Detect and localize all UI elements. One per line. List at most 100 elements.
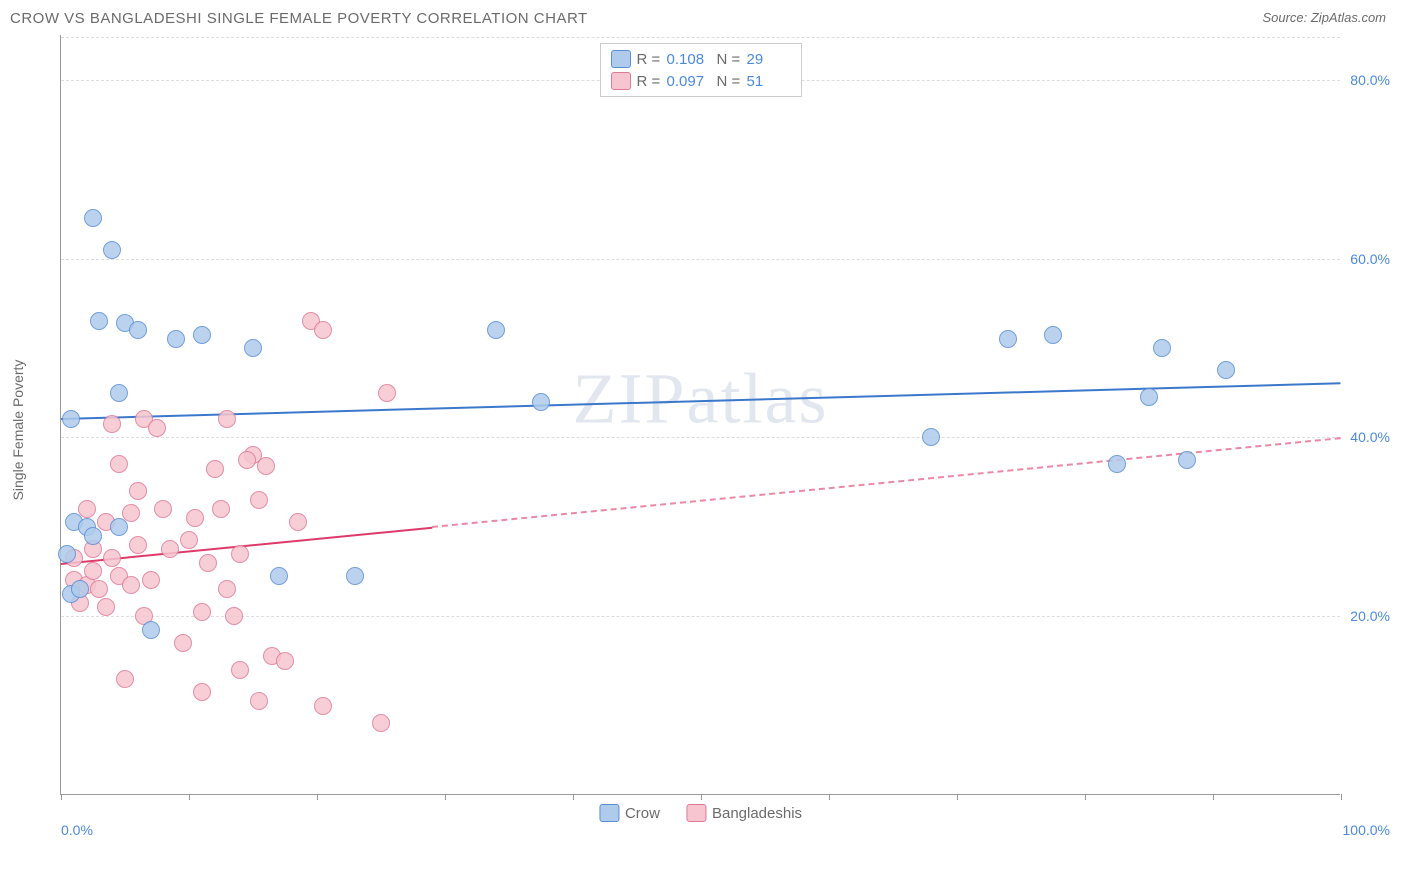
data-point bbox=[116, 670, 134, 688]
data-point bbox=[1108, 455, 1126, 473]
data-point bbox=[231, 661, 249, 679]
legend-series: Crow Bangladeshis bbox=[599, 804, 802, 822]
legend-row-bangladeshis: R = 0.097 N = 51 bbox=[611, 70, 791, 92]
legend-stats: R = 0.108 N = 29 R = 0.097 N = 51 bbox=[600, 43, 802, 97]
data-point bbox=[174, 634, 192, 652]
data-point bbox=[129, 536, 147, 554]
watermark-zip: ZIP bbox=[573, 359, 687, 439]
data-point bbox=[103, 241, 121, 259]
legend-item-crow: Crow bbox=[599, 804, 660, 822]
gridline-top bbox=[61, 37, 1340, 38]
data-point bbox=[238, 451, 256, 469]
data-point bbox=[148, 419, 166, 437]
y-tick-label: 60.0% bbox=[1345, 251, 1390, 267]
data-point bbox=[218, 410, 236, 428]
legend-n-label: N = bbox=[717, 51, 741, 68]
data-point bbox=[314, 697, 332, 715]
data-point bbox=[71, 580, 89, 598]
data-point bbox=[276, 652, 294, 670]
data-point bbox=[110, 455, 128, 473]
swatch-crow-bottom bbox=[599, 804, 619, 822]
data-point bbox=[922, 428, 940, 446]
x-tick bbox=[1085, 794, 1086, 800]
legend-r-label: R = bbox=[637, 51, 661, 68]
data-point bbox=[103, 415, 121, 433]
x-tick bbox=[701, 794, 702, 800]
data-point bbox=[314, 321, 332, 339]
gridline bbox=[61, 437, 1340, 438]
x-tick bbox=[61, 794, 62, 800]
x-tick bbox=[829, 794, 830, 800]
data-point bbox=[532, 393, 550, 411]
data-point bbox=[97, 598, 115, 616]
x-label-min: 0.0% bbox=[61, 822, 93, 838]
y-tick-label: 80.0% bbox=[1345, 72, 1390, 88]
legend-crow-label: Crow bbox=[625, 805, 660, 822]
data-point bbox=[1044, 326, 1062, 344]
plot-area: ZIPatlas R = 0.108 N = 29 R = 0.097 N = … bbox=[60, 35, 1340, 795]
data-point bbox=[110, 384, 128, 402]
data-point bbox=[142, 621, 160, 639]
x-tick bbox=[1213, 794, 1214, 800]
data-point bbox=[58, 545, 76, 563]
x-tick bbox=[189, 794, 190, 800]
legend-item-bangladeshis: Bangladeshis bbox=[686, 804, 802, 822]
data-point bbox=[154, 500, 172, 518]
data-point bbox=[103, 549, 121, 567]
data-point bbox=[1153, 339, 1171, 357]
data-point bbox=[167, 330, 185, 348]
data-point bbox=[218, 580, 236, 598]
data-point bbox=[122, 576, 140, 594]
x-tick bbox=[573, 794, 574, 800]
chart-title: CROW VS BANGLADESHI SINGLE FEMALE POVERT… bbox=[10, 10, 1396, 27]
data-point bbox=[110, 518, 128, 536]
x-tick bbox=[317, 794, 318, 800]
data-point bbox=[84, 562, 102, 580]
y-axis-title: Single Female Poverty bbox=[10, 360, 26, 501]
data-point bbox=[84, 527, 102, 545]
data-point bbox=[231, 545, 249, 563]
legend-bang-label: Bangladeshis bbox=[712, 805, 802, 822]
data-point bbox=[225, 607, 243, 625]
data-point bbox=[193, 603, 211, 621]
legend-crow-r: 0.108 bbox=[667, 51, 711, 68]
trend-line bbox=[432, 437, 1341, 528]
gridline bbox=[61, 616, 1340, 617]
legend-row-crow: R = 0.108 N = 29 bbox=[611, 48, 791, 70]
data-point bbox=[372, 714, 390, 732]
data-point bbox=[193, 683, 211, 701]
data-point bbox=[161, 540, 179, 558]
data-point bbox=[999, 330, 1017, 348]
data-point bbox=[487, 321, 505, 339]
legend-r-label-2: R = bbox=[637, 73, 661, 90]
x-tick bbox=[445, 794, 446, 800]
data-point bbox=[257, 457, 275, 475]
swatch-crow bbox=[611, 50, 631, 68]
data-point bbox=[62, 410, 80, 428]
data-point bbox=[90, 312, 108, 330]
data-point bbox=[289, 513, 307, 531]
data-point bbox=[129, 321, 147, 339]
data-point bbox=[270, 567, 288, 585]
swatch-bangladeshis bbox=[611, 72, 631, 90]
swatch-bangladeshis-bottom bbox=[686, 804, 706, 822]
legend-crow-n: 29 bbox=[747, 51, 791, 68]
correlation-chart: CROW VS BANGLADESHI SINGLE FEMALE POVERT… bbox=[10, 10, 1396, 882]
data-point bbox=[212, 500, 230, 518]
data-point bbox=[1217, 361, 1235, 379]
data-point bbox=[193, 326, 211, 344]
data-point bbox=[199, 554, 217, 572]
data-point bbox=[346, 567, 364, 585]
x-label-max: 100.0% bbox=[1343, 822, 1390, 838]
data-point bbox=[142, 571, 160, 589]
x-tick bbox=[957, 794, 958, 800]
data-point bbox=[250, 491, 268, 509]
source-attribution: Source: ZipAtlas.com bbox=[1262, 10, 1386, 25]
legend-bang-n: 51 bbox=[747, 73, 791, 90]
data-point bbox=[206, 460, 224, 478]
legend-bang-r: 0.097 bbox=[667, 73, 711, 90]
data-point bbox=[186, 509, 204, 527]
data-point bbox=[1178, 451, 1196, 469]
data-point bbox=[90, 580, 108, 598]
y-tick-label: 40.0% bbox=[1345, 429, 1390, 445]
